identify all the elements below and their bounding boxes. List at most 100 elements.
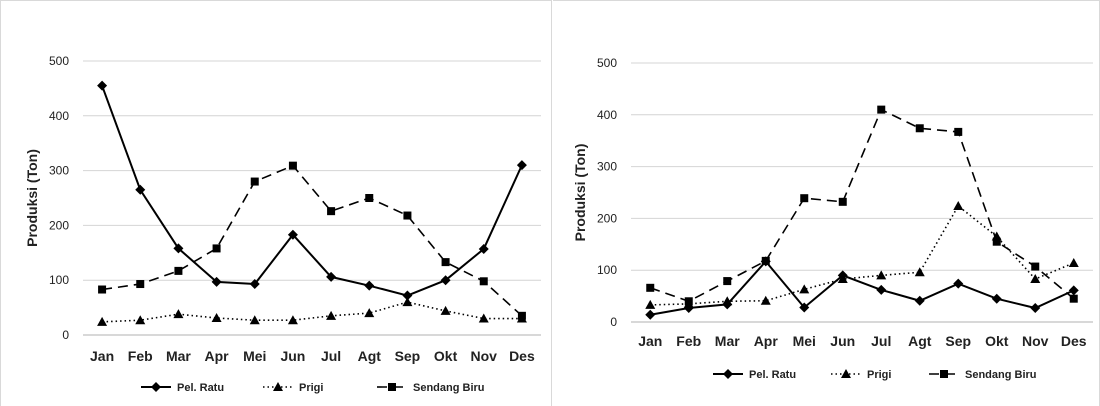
data-point-pel-ratu	[249, 279, 260, 290]
data-point-sendang-biru	[174, 266, 183, 275]
data-point-pel-ratu	[914, 295, 925, 306]
x-tick-label: Agt	[908, 333, 932, 349]
data-point-pel-ratu	[478, 243, 489, 254]
data-point-sendang-biru	[365, 194, 374, 202]
series-pel-ratu	[97, 80, 527, 301]
x-tick-label: Des	[509, 348, 535, 364]
data-point-sendang-biru	[1069, 294, 1078, 303]
data-point-sendang-biru	[954, 127, 963, 136]
y-tick-label: 400	[597, 108, 617, 122]
data-point-sendang-biru	[723, 277, 732, 286]
data-point-sendang-biru	[327, 207, 336, 216]
data-point-prigi	[402, 297, 413, 307]
series-line-prigi	[650, 204, 1075, 306]
series-line-pel-ratu	[650, 259, 1075, 316]
y-tick-label: 0	[62, 328, 69, 342]
y-tick-label: 100	[49, 273, 69, 287]
series-pel-ratu	[645, 256, 1079, 320]
y-axis-title: Produksi (Ton)	[572, 144, 588, 242]
data-point-prigi	[914, 267, 925, 277]
data-point-pel-ratu	[364, 280, 375, 291]
data-point-prigi	[645, 299, 656, 309]
legend: Pel. Ratu Prigi Sendang Biru	[713, 369, 1037, 381]
y-tick-label: 200	[597, 211, 617, 225]
data-point-pel-ratu	[953, 278, 964, 289]
x-tick-label: Jul	[321, 348, 341, 364]
line-chart-right: 0 100 200 300 400 500 Jan Feb Mar Apr Mei Jun Jul Agt…	[572, 56, 1093, 381]
data-point-pel-ratu	[1068, 285, 1079, 296]
data-point-pel-ratu	[326, 271, 337, 282]
data-point-prigi	[364, 308, 375, 318]
legend-label-pel-ratu: Pel. Ratu	[177, 382, 224, 394]
legend-marker-prigi	[841, 369, 851, 378]
legend-marker-pel-ratu	[723, 369, 733, 379]
data-point-pel-ratu	[287, 229, 298, 240]
y-tick-label: 500	[597, 56, 617, 70]
y-tick-label: 0	[610, 315, 617, 329]
data-point-sendang-biru	[684, 297, 693, 306]
legend-marker-sendang-biru	[388, 383, 396, 391]
data-point-pel-ratu	[876, 284, 887, 295]
data-point-sendang-biru	[136, 280, 145, 289]
y-tick-label: 500	[49, 54, 69, 68]
data-point-pel-ratu	[135, 184, 146, 195]
x-tick-label: Apr	[754, 333, 779, 349]
x-tick-label: Okt	[434, 348, 458, 364]
x-tick-label: Okt	[985, 333, 1009, 349]
x-tick-label: Nov	[1022, 333, 1049, 349]
series-line-prigi	[102, 301, 522, 323]
data-point-sendang-biru	[517, 311, 526, 320]
data-point-pel-ratu	[645, 309, 656, 320]
y-tick-label: 200	[49, 218, 69, 232]
data-point-sendang-biru	[98, 285, 107, 294]
x-tick-label: Apr	[205, 348, 230, 364]
data-point-sendang-biru	[800, 194, 809, 203]
data-point-sendang-biru	[403, 211, 412, 220]
data-point-prigi	[799, 284, 810, 294]
x-tick-label: Feb	[128, 348, 153, 364]
data-point-sendang-biru	[761, 256, 770, 265]
data-point-sendang-biru	[288, 161, 297, 170]
data-point-sendang-biru	[877, 105, 886, 114]
data-point-sendang-biru	[250, 177, 259, 186]
data-point-pel-ratu	[799, 302, 810, 313]
series-sendang-biru	[646, 105, 1078, 306]
legend-marker-pel-ratu	[151, 382, 161, 392]
x-tick-label: Mar	[166, 348, 191, 364]
legend-marker-sendang-biru	[940, 370, 948, 378]
data-point-pel-ratu	[173, 243, 184, 254]
series-sendang-biru	[98, 161, 526, 320]
y-axis-title: Produksi (Ton)	[24, 149, 40, 247]
x-tick-label: Feb	[676, 333, 701, 349]
data-point-prigi	[211, 313, 222, 323]
x-tick-label: Agt	[358, 348, 382, 364]
x-tick-label: Mar	[715, 333, 740, 349]
series-prigi	[645, 200, 1079, 309]
data-point-sendang-biru	[915, 124, 924, 133]
data-point-pel-ratu	[402, 290, 413, 301]
data-point-sendang-biru	[212, 244, 221, 253]
series-line-pel-ratu	[101, 85, 523, 297]
chart-panel-right: 0 100 200 300 400 500 Jan Feb Mar Apr Mei Jun Jul Agt…	[553, 0, 1100, 406]
legend-label-prigi: Prigi	[867, 369, 891, 381]
legend-label-pel-ratu: Pel. Ratu	[749, 369, 796, 381]
legend: Pel. Ratu Prigi Sendang Biru	[141, 382, 485, 394]
x-tick-label: Sep	[395, 348, 421, 364]
series-line-sendang-biru	[101, 164, 523, 317]
data-point-pel-ratu	[97, 80, 108, 91]
data-point-prigi	[440, 305, 451, 315]
x-tick-label: Sep	[945, 333, 971, 349]
data-point-sendang-biru	[992, 237, 1001, 246]
data-point-prigi	[478, 313, 489, 323]
data-point-sendang-biru	[838, 197, 847, 206]
data-point-prigi	[173, 309, 184, 319]
data-point-prigi	[326, 310, 337, 320]
x-tick-label: Jun	[830, 333, 855, 349]
x-tick-label: Jul	[871, 333, 891, 349]
data-point-prigi	[135, 315, 146, 325]
x-tick-label: Mei	[793, 333, 816, 349]
y-tick-label: 100	[597, 263, 617, 277]
legend-label-sendang-biru: Sendang Biru	[413, 382, 485, 394]
data-point-pel-ratu	[516, 160, 527, 171]
data-point-prigi	[722, 296, 733, 306]
